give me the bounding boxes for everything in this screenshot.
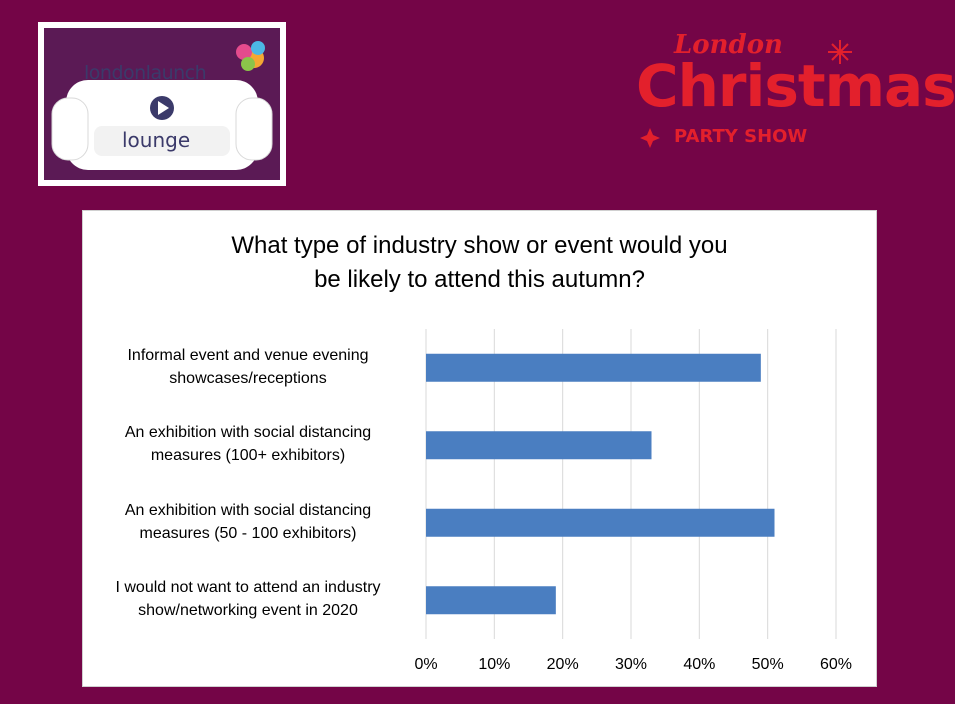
x-tick-label: 10% [478, 656, 510, 673]
londonlaunch-lounge-logo: londonlaunch lounge [38, 22, 286, 186]
logo-party-show-text: PARTY SHOW [674, 126, 808, 147]
bar [426, 353, 761, 382]
sparkle-icon [640, 40, 852, 148]
chart-panel: What type of industry show or event woul… [82, 210, 877, 687]
x-tick-label: 50% [752, 656, 784, 673]
bar [426, 431, 652, 460]
x-tick-label: 40% [683, 656, 715, 673]
x-tick-label: 0% [414, 656, 437, 673]
category-label: An exhibition with social distancing mea… [124, 501, 372, 542]
logo-background: londonlaunch lounge [44, 28, 280, 180]
x-tick-label: 30% [615, 656, 647, 673]
bar [426, 508, 775, 537]
logo-london-text: London [674, 30, 783, 60]
category-label: I would not want to attend an industry s… [115, 579, 381, 620]
x-tick-label: 60% [820, 656, 852, 673]
logo-christmas-text: Christmas [636, 52, 955, 120]
bar-chart: 0% 10% 20% 30% 40% 50% 60% [414, 329, 852, 673]
sofa-icon [51, 41, 273, 170]
london-christmas-party-show-logo: London Christmas PARTY SHOW [632, 30, 955, 160]
logo-subtitle: lounge [122, 128, 191, 152]
logo-wordmark: londonlaunch [84, 62, 207, 84]
chart-title: What type of industry show or event woul… [231, 232, 728, 293]
category-label: Informal event and venue evening showcas… [127, 346, 369, 387]
category-label: An exhibition with social distancing mea… [124, 424, 372, 465]
bar [426, 586, 556, 615]
x-tick-label: 20% [547, 656, 579, 673]
